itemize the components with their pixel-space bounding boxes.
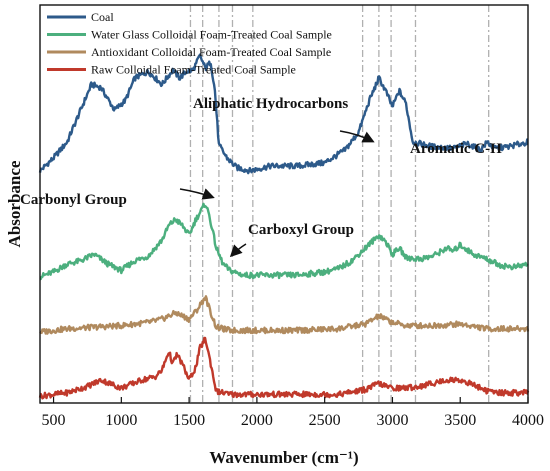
- x-axis-label: Wavenumber (cm⁻¹): [209, 448, 358, 467]
- series-line-4: [38, 336, 530, 400]
- annotation-arrow: [339, 130, 375, 143]
- annotation-arrow: [229, 243, 247, 258]
- annotation-arrow: [179, 188, 215, 200]
- x-tick-label: 1500: [173, 412, 205, 429]
- x-tick-label: 4000: [512, 412, 544, 429]
- x-axis-ticks: 500 1000 1500 2000 2500 3000 3500 4000: [42, 397, 544, 429]
- reference-lines: [189, 5, 490, 403]
- annotation-label: Aromatic C-H: [410, 141, 502, 157]
- x-tick-label: 1000: [105, 412, 137, 429]
- series-line-1: [38, 53, 529, 175]
- annotation-label: Aliphatic Hydrocarbons: [193, 96, 348, 112]
- x-tick-label: 2500: [309, 412, 341, 429]
- x-tick-label: 3000: [376, 412, 408, 429]
- legend-label: Coal: [91, 10, 114, 24]
- annotations: Aliphatic Hydrocarbons Aromatic C-H Carbon…: [20, 96, 502, 258]
- y-axis-label: Absorbance: [5, 160, 24, 247]
- series-line-2: [39, 202, 529, 281]
- legend-label: Raw Colloidal Foam-Treated Coal Sample: [91, 63, 296, 77]
- legend-label: Antioxidant Colloidal Foam-Treated Coal …: [91, 45, 331, 59]
- x-tick-label: 2000: [241, 412, 273, 429]
- x-tick-label: 500: [42, 412, 66, 429]
- plot-frame: [39, 4, 529, 404]
- series-line-3: [39, 295, 530, 335]
- annotation-label: Carboxyl Group: [248, 222, 354, 238]
- series-lines: [38, 53, 530, 400]
- legend: Coal Water Glass Colloidal Foam-Treated C…: [47, 10, 332, 77]
- x-tick-label: 3500: [444, 412, 476, 429]
- annotation-label: Carbonyl Group: [20, 192, 127, 208]
- legend-label: Water Glass Colloidal Foam-Treated Coal …: [91, 28, 332, 42]
